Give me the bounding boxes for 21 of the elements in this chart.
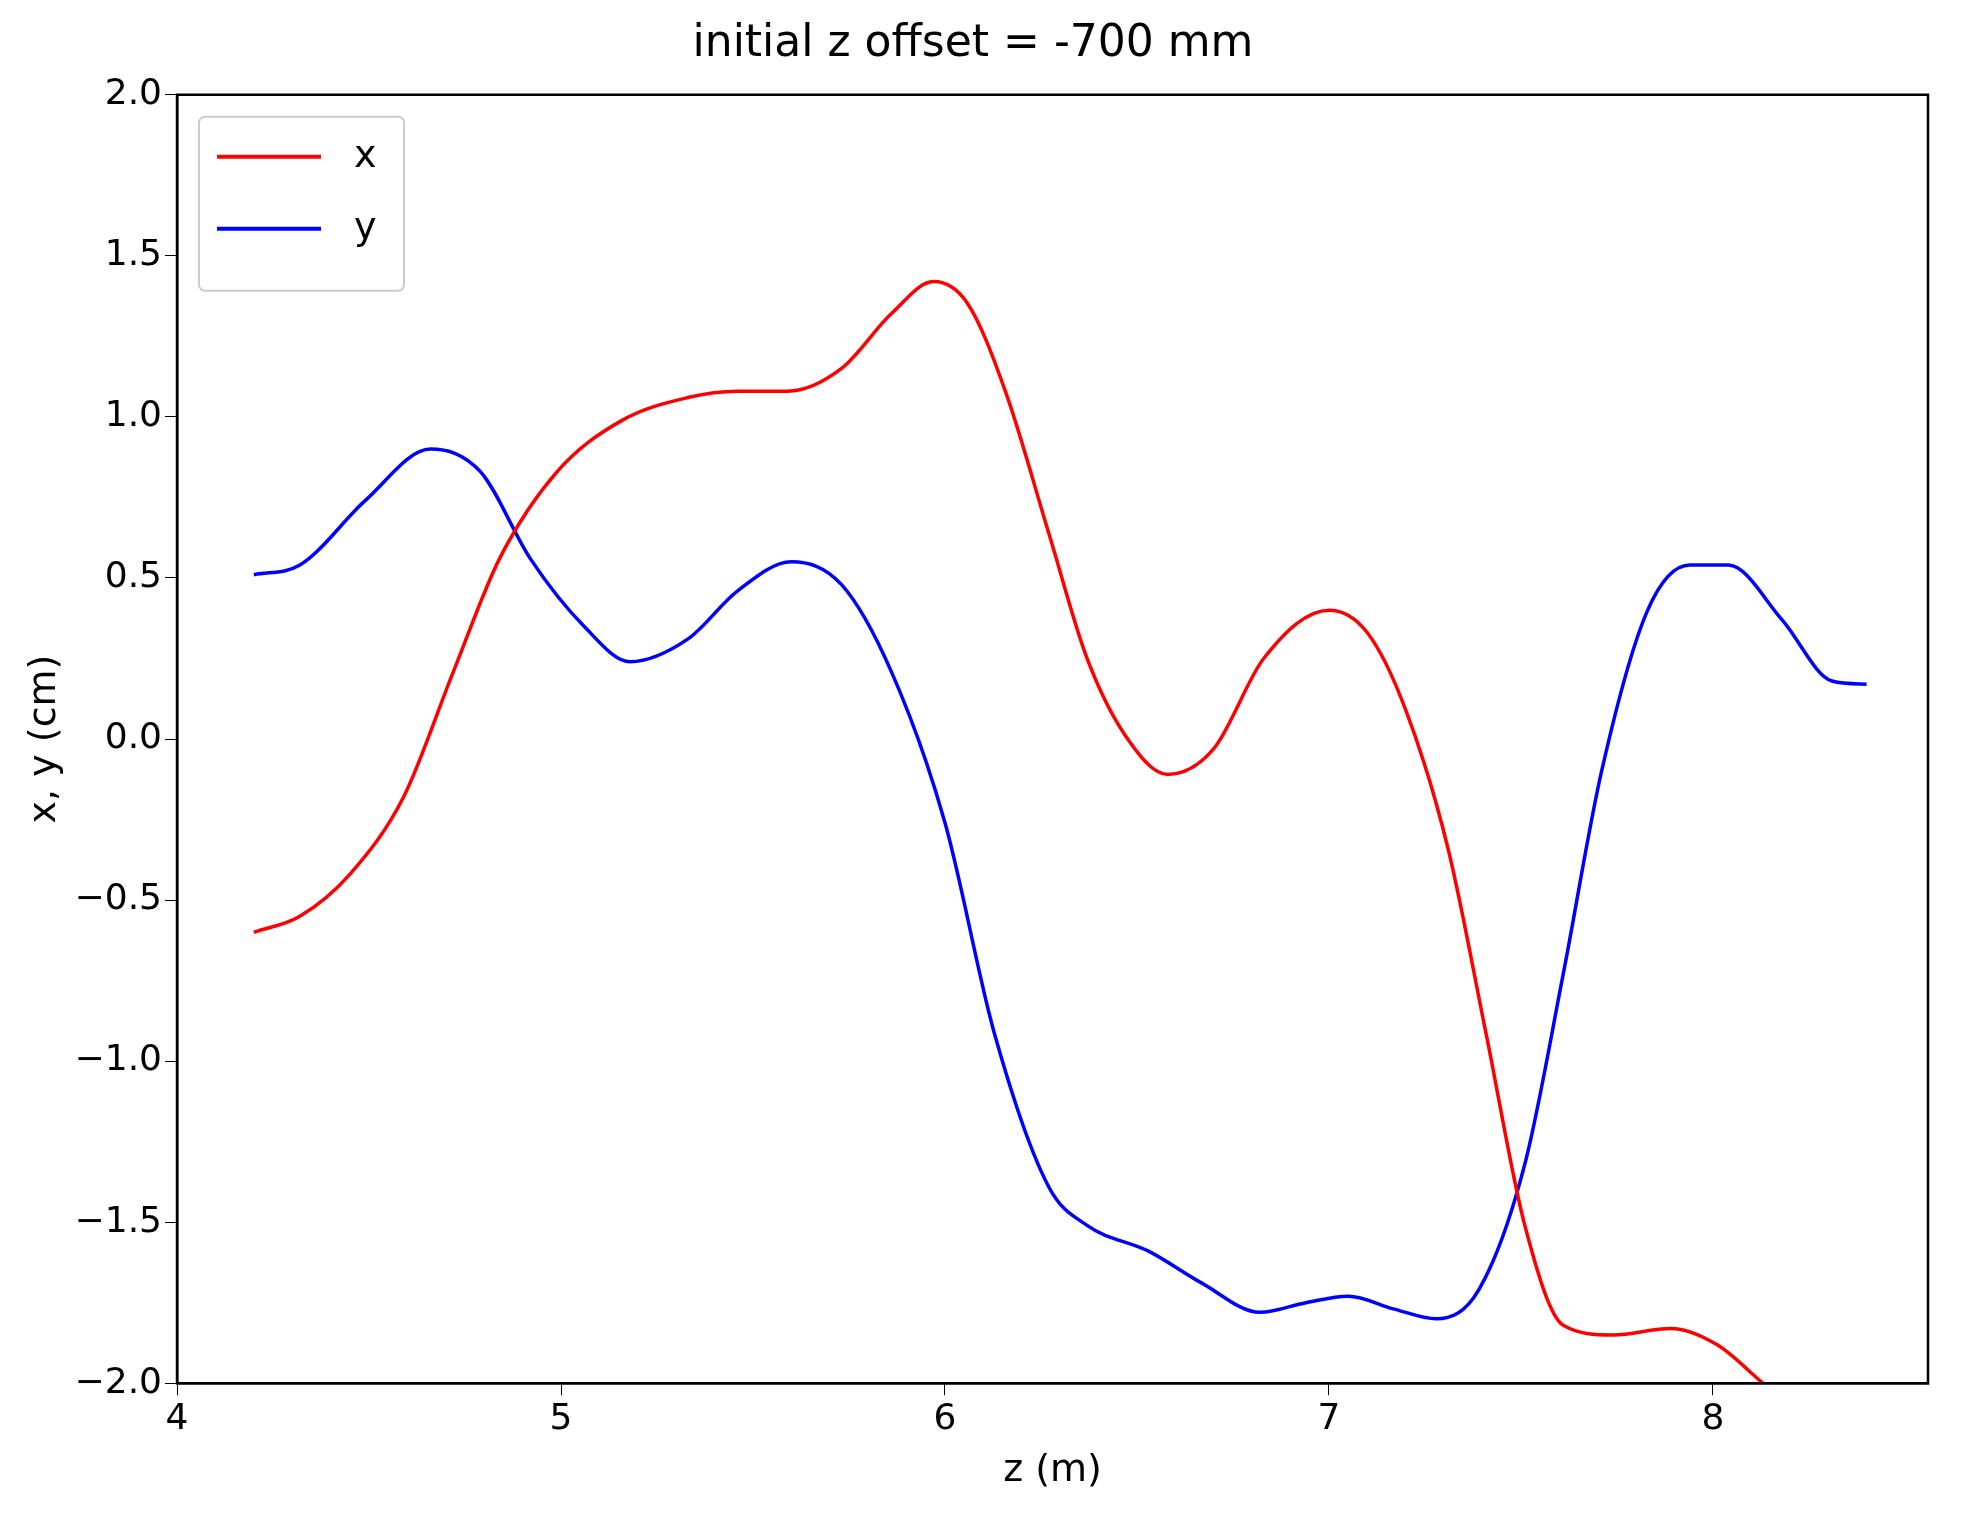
y-tick-label: 1.5: [104, 232, 163, 274]
x-tick-label: 4: [165, 1396, 189, 1438]
y-tick-label: −1.5: [74, 1198, 163, 1240]
y-tick-label: −1.0: [74, 1037, 163, 1079]
legend-label: y: [354, 203, 377, 248]
y-tick-label: 1.0: [104, 393, 163, 435]
line-series: [252, 447, 1869, 1321]
x-tick-label: 5: [549, 1396, 573, 1438]
x-axis-title: z (m): [1003, 1446, 1102, 1491]
y-axis-title: x, y (cm): [19, 654, 64, 824]
line-series: [252, 279, 1765, 1385]
x-tick-label: 7: [1317, 1396, 1341, 1438]
legend-label: x: [354, 131, 377, 176]
x-tick-label: 8: [1701, 1396, 1725, 1438]
y-tick-label: 2.0: [104, 71, 163, 113]
chart-title: initial z offset = -700 mm: [692, 14, 1254, 66]
y-tick-label: −0.5: [74, 876, 163, 918]
y-tick-label: −2.0: [74, 1359, 163, 1401]
y-tick-label: 0.0: [104, 715, 163, 757]
x-tick-label: 6: [933, 1396, 957, 1438]
y-tick-label: 0.5: [104, 554, 163, 596]
